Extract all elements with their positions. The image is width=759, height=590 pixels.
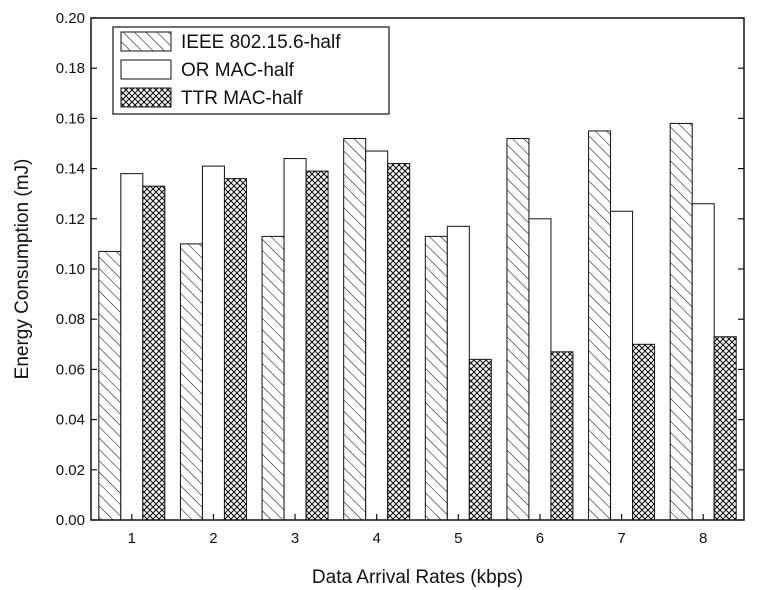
x-tick-label: 5 bbox=[454, 530, 462, 547]
bar bbox=[179, 243, 203, 521]
y-tick-label: 0.08 bbox=[56, 311, 85, 328]
legend-swatch bbox=[120, 59, 172, 80]
y-tick-label: 0.10 bbox=[56, 261, 85, 278]
x-axis-title: Data Arrival Rates (kbps) bbox=[312, 567, 523, 588]
bar bbox=[446, 225, 470, 521]
x-tick-label: 6 bbox=[536, 530, 544, 547]
x-tick-label: 8 bbox=[699, 530, 707, 547]
x-tick-label: 3 bbox=[291, 530, 299, 547]
bar bbox=[365, 150, 389, 521]
axes-group: 0.00 0.02 0.04 0.06 0.08 0.10 0.12 0.14 0.16 0.18… bbox=[56, 10, 745, 547]
y-tick-label: 0.04 bbox=[56, 412, 85, 429]
x-tick-label: 2 bbox=[209, 530, 217, 547]
bar bbox=[261, 235, 285, 521]
bar bbox=[506, 137, 530, 521]
legend-label: TTR MAC-half bbox=[181, 88, 303, 109]
y-tick-label: 0.16 bbox=[56, 110, 85, 127]
legend-swatch bbox=[120, 31, 172, 52]
bars-group bbox=[98, 122, 737, 521]
bar bbox=[305, 170, 329, 521]
bar bbox=[201, 165, 225, 521]
bar bbox=[223, 178, 247, 521]
legend: IEEE 802.15.6-half OR MAC-half TTR MAC-hal… bbox=[112, 26, 390, 115]
bar bbox=[343, 137, 367, 521]
y-tick-label: 0.02 bbox=[56, 462, 85, 479]
y-tick-label: 0.12 bbox=[56, 211, 85, 228]
bar bbox=[610, 210, 634, 521]
bar bbox=[468, 358, 492, 521]
y-tick-label: 0.14 bbox=[56, 161, 85, 178]
bar bbox=[528, 218, 552, 521]
bar bbox=[691, 203, 715, 521]
bar bbox=[669, 122, 693, 521]
bar bbox=[142, 185, 166, 521]
x-tick-label: 4 bbox=[373, 530, 381, 547]
legend-label: IEEE 802.15.6-half bbox=[181, 32, 341, 53]
bar bbox=[632, 343, 656, 521]
y-tick-label: 0.18 bbox=[56, 60, 85, 77]
bar bbox=[387, 163, 411, 521]
bar bbox=[550, 351, 574, 521]
y-tick-label: 0.06 bbox=[56, 361, 85, 378]
y-tick-label: 0.20 bbox=[56, 10, 85, 27]
bar bbox=[98, 250, 122, 521]
legend-swatch bbox=[120, 87, 172, 108]
bar bbox=[424, 235, 448, 521]
bar bbox=[713, 336, 737, 521]
legend-label: OR MAC-half bbox=[181, 60, 295, 81]
bar bbox=[283, 158, 307, 521]
bar bbox=[120, 173, 144, 521]
y-tick-label: 0.00 bbox=[56, 512, 85, 529]
x-tick-label: 1 bbox=[128, 530, 136, 547]
bar bbox=[588, 130, 612, 521]
y-axis-title: Energy Consumption (mJ) bbox=[12, 159, 33, 380]
x-tick-label: 7 bbox=[617, 530, 625, 547]
